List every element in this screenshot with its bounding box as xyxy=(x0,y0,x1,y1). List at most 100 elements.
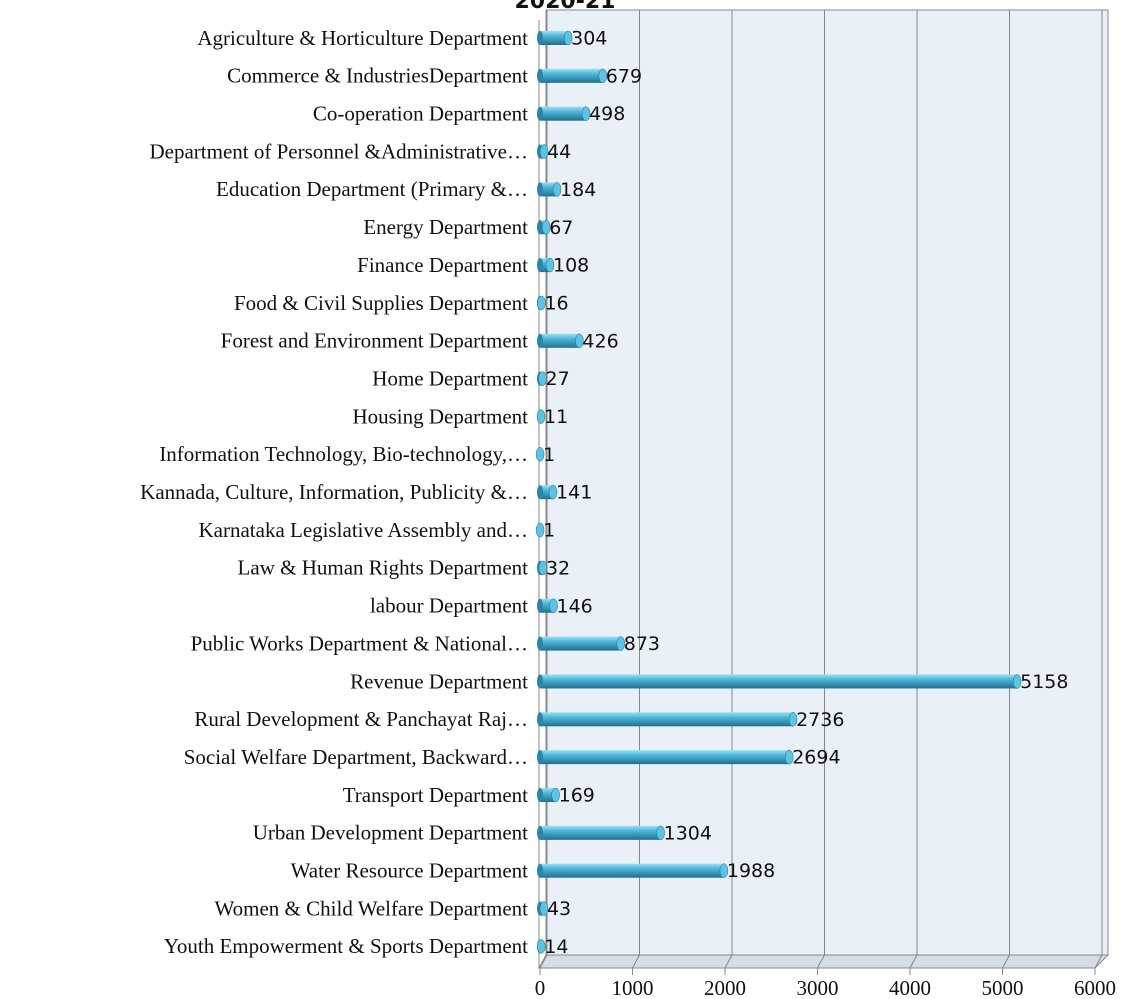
value-label: 16 xyxy=(544,292,568,314)
bar xyxy=(540,182,558,197)
x-tick-label: 6000 xyxy=(1074,976,1116,999)
y-tick-label: Food & Civil Supplies Department xyxy=(234,291,528,315)
y-tick-label: Law & Human Rights Department xyxy=(238,556,529,580)
bar-end-cap xyxy=(616,636,626,651)
bar-start-cap xyxy=(537,333,543,348)
bar-end-cap xyxy=(581,106,591,121)
value-label: 1 xyxy=(543,520,555,542)
bar-start-cap xyxy=(537,712,543,727)
value-label: 27 xyxy=(545,368,569,390)
bar-end-cap xyxy=(656,825,665,841)
bar-start-cap xyxy=(537,220,543,235)
y-tick-label: Forest and Environment Department xyxy=(221,329,529,353)
bar xyxy=(540,788,556,802)
back-wall xyxy=(545,9,1109,956)
bar-end-cap xyxy=(536,409,546,424)
bar-end-cap xyxy=(563,30,573,46)
bar-end-cap xyxy=(539,901,549,916)
y-tick-label: Public Works Department & National… xyxy=(191,631,528,655)
value-label: 1988 xyxy=(727,860,775,882)
y-tick-label: Social Welfare Department, Backward… xyxy=(184,745,528,769)
bar-start-cap xyxy=(537,825,543,840)
value-label: 1 xyxy=(543,444,555,466)
bar-start-cap xyxy=(537,598,543,613)
bar xyxy=(540,863,724,878)
y-tick-label: Urban Development Department xyxy=(253,821,528,845)
x-tick-label: 3000 xyxy=(797,976,839,999)
bar-start-cap xyxy=(537,485,543,500)
bar-end-cap xyxy=(549,598,558,613)
bar xyxy=(540,106,587,121)
x-tick-label: 2000 xyxy=(704,976,746,999)
value-label: 498 xyxy=(589,103,625,125)
value-label: 679 xyxy=(606,65,642,87)
bar xyxy=(540,258,550,273)
y-tick-label: Transport Department xyxy=(343,783,528,807)
chart-title: 2020-21 xyxy=(515,0,616,14)
value-label: 43 xyxy=(547,898,571,920)
y-tick-label: Energy Department xyxy=(363,215,528,239)
bar-end-cap xyxy=(535,447,545,462)
value-label: 184 xyxy=(560,179,596,201)
x-tick-label: 5000 xyxy=(982,976,1024,999)
bar-end-cap xyxy=(788,712,798,727)
bar-end-cap xyxy=(552,182,562,197)
value-label: 44 xyxy=(547,141,571,163)
y-tick-label: Rural Development & Panchayat Raj… xyxy=(194,707,528,731)
bar-start-cap xyxy=(537,68,543,83)
value-label: 14 xyxy=(544,936,568,958)
bar-start-cap xyxy=(537,674,543,689)
value-label: 2736 xyxy=(796,709,844,731)
bar-start-cap xyxy=(537,863,543,878)
value-label: 169 xyxy=(559,785,595,807)
bar xyxy=(540,825,661,840)
y-tick-label: Co-operation Department xyxy=(313,102,528,126)
bar-start-cap xyxy=(537,258,543,273)
grid-line xyxy=(1002,954,1010,969)
grid-line xyxy=(632,954,640,969)
y-tick-label: Revenue Department xyxy=(350,669,528,693)
y-tick-label: Department of Personnel &Administrative… xyxy=(149,139,528,163)
y-tick-label: Education Department (Primary &… xyxy=(216,177,528,201)
grid-line xyxy=(724,954,733,969)
bar-end-cap xyxy=(784,749,794,765)
x-tick-label: 1000 xyxy=(612,976,654,999)
bar xyxy=(540,333,580,348)
bar-end-cap xyxy=(719,863,729,878)
y-tick-label: Home Department xyxy=(372,366,528,390)
bar-end-cap xyxy=(1012,674,1022,689)
value-label: 108 xyxy=(553,255,589,277)
value-label: 426 xyxy=(582,330,618,352)
value-label: 5158 xyxy=(1020,671,1068,693)
bar-start-cap xyxy=(537,31,543,45)
bar-end-cap xyxy=(537,295,546,311)
bar xyxy=(540,68,603,83)
value-label: 11 xyxy=(544,406,568,428)
grid-line xyxy=(817,954,825,969)
bar-end-cap xyxy=(537,939,546,954)
y-tick-label: Kannada, Culture, Information, Publicity… xyxy=(140,480,528,504)
value-label: 32 xyxy=(546,557,570,579)
bar-end-cap xyxy=(535,522,545,538)
value-label: 304 xyxy=(571,28,607,50)
bar-end-cap xyxy=(551,787,560,803)
bar-end-cap xyxy=(548,484,558,500)
grid-line xyxy=(539,954,548,969)
bar-start-cap xyxy=(537,636,543,651)
value-label: 1304 xyxy=(664,822,712,844)
bar xyxy=(540,636,621,651)
bar xyxy=(540,31,569,45)
y-tick-label: Commerce & IndustriesDepartment xyxy=(227,64,528,88)
bar-end-cap xyxy=(541,220,551,235)
x-tick-label: 0 xyxy=(535,976,546,999)
y-tick-label: labour Department xyxy=(370,594,528,618)
bar-end-cap xyxy=(538,560,548,576)
bar-end-cap xyxy=(545,257,555,273)
bar-start-cap xyxy=(537,106,543,121)
y-tick-label: Agriculture & Horticulture Department xyxy=(197,26,528,50)
bar-end-cap xyxy=(539,144,549,159)
value-label: 141 xyxy=(556,482,592,504)
grid-line xyxy=(1094,954,1103,969)
y-tick-label: Women & Child Welfare Department xyxy=(215,896,529,920)
